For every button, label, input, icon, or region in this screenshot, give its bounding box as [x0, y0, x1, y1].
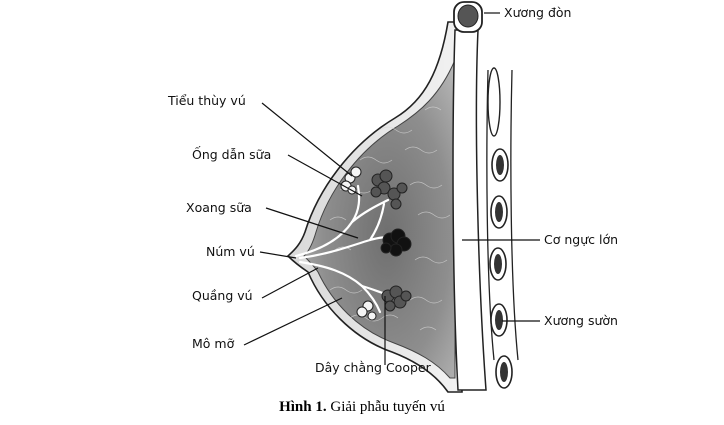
- rib-column: [486, 67, 519, 361]
- leader-lines: [243, 12, 540, 365]
- pectoral-muscle: [452, 29, 487, 391]
- label-rib: Xương sườn: [544, 313, 618, 328]
- clavicle-bone: [453, 1, 483, 33]
- label-pectoral-muscle: Cơ ngực lớn: [544, 232, 619, 247]
- label-milk-duct: Ống dẫn sữa: [192, 147, 272, 162]
- label-fat: Mô mỡ: [192, 336, 235, 351]
- label-cooper-ligament: Dây chằng Cooper: [315, 360, 431, 375]
- fat-texture: [329, 106, 451, 331]
- lobules: [340, 166, 412, 321]
- label-areola: Quầng vú: [192, 288, 253, 303]
- figure-caption: Hình 1. Giải phẫu tuyến vú: [0, 398, 724, 416]
- ribs: [489, 148, 513, 389]
- label-lactiferous-sinus: Xoang sữa: [186, 200, 252, 215]
- label-lobule: Tiểu thùy vú: [168, 93, 246, 108]
- caption-text: Giải phẫu tuyến vú: [330, 399, 445, 415]
- caption-number: Hình 1.: [279, 399, 327, 415]
- label-nipple: Núm vú: [206, 244, 255, 259]
- label-clavicle: Xương đòn: [504, 5, 572, 20]
